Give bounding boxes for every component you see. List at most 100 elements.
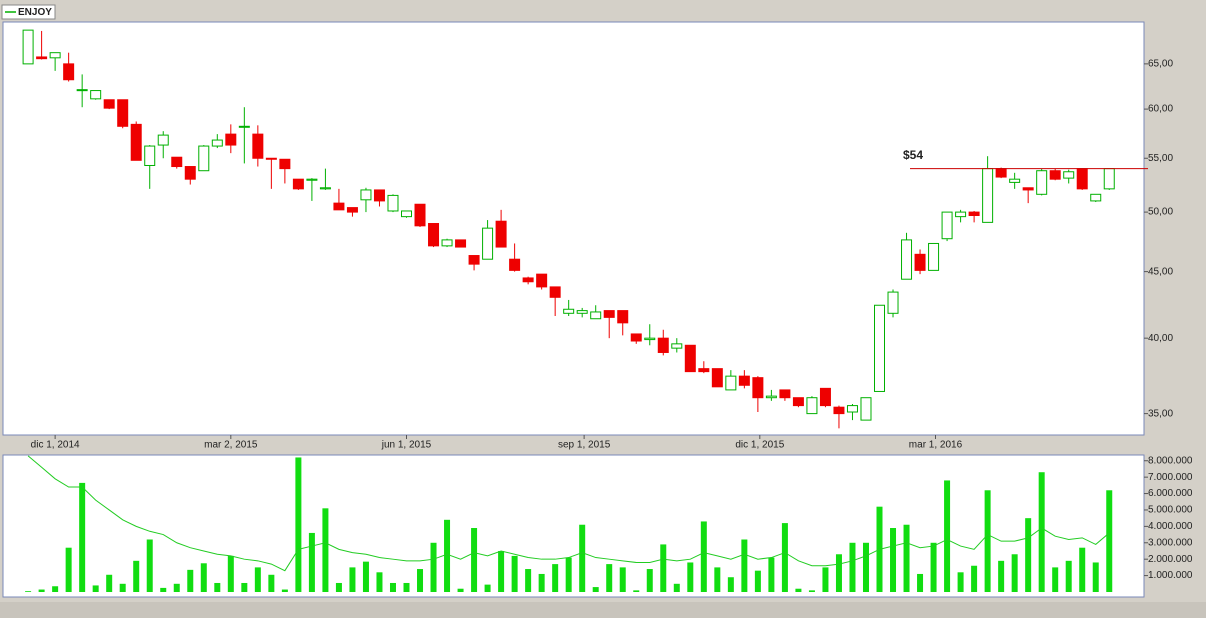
volume-bar	[862, 542, 869, 592]
candle-body	[1103, 168, 1115, 190]
volume-bar	[200, 563, 207, 592]
volume-bar	[673, 583, 680, 592]
volume-bar	[403, 582, 410, 592]
candle-body	[373, 189, 385, 202]
candle-body	[941, 211, 953, 240]
candle-body	[1022, 187, 1034, 191]
candle-body	[901, 239, 913, 280]
candle-body	[76, 89, 88, 92]
candle-body	[482, 227, 494, 260]
candle-body	[752, 377, 764, 399]
y-tick-label: 65,00	[1148, 59, 1173, 70]
legend-box	[1, 4, 56, 20]
volume-bar	[417, 569, 424, 592]
volume-bar	[484, 584, 491, 592]
candle-body	[711, 368, 723, 388]
candle-body	[576, 310, 588, 314]
volume-bar	[79, 482, 86, 592]
candle-body	[887, 291, 899, 314]
volume-bar	[768, 557, 775, 592]
candle-body	[563, 308, 575, 314]
y-tick-label: 45,00	[1148, 266, 1173, 277]
volume-bar	[362, 561, 369, 592]
candle-body	[698, 368, 710, 373]
candle-body	[238, 125, 250, 128]
volume-bar	[295, 457, 302, 592]
candle-body	[955, 211, 967, 218]
candle-body	[536, 273, 548, 288]
volume-bar	[660, 544, 667, 592]
candle-body	[144, 145, 156, 166]
candle-body	[617, 310, 629, 324]
volume-bar	[727, 577, 734, 592]
candle-body	[468, 255, 480, 265]
candle-body	[198, 145, 210, 172]
y-tick-label: 40,00	[1148, 333, 1173, 344]
volume-bar	[700, 521, 707, 592]
candle-body	[401, 210, 413, 218]
candle-body	[914, 253, 926, 271]
volume-bar	[92, 585, 99, 592]
candle-body	[509, 258, 521, 271]
volume-bar	[1011, 554, 1018, 592]
x-tick-label: mar 1, 2016	[909, 440, 963, 451]
volume-bar	[822, 567, 829, 592]
y-tick-label: 6.000.000	[1148, 488, 1193, 499]
volume-bar	[173, 583, 180, 592]
candle-body	[22, 29, 34, 65]
candle-body	[292, 178, 304, 190]
volume-bar	[754, 570, 761, 592]
candle-body	[130, 123, 142, 161]
candle-body	[671, 343, 683, 349]
candle-body	[414, 203, 426, 227]
candle-body	[603, 310, 615, 318]
volume-bar	[525, 569, 532, 592]
volume-bar	[552, 564, 559, 592]
volume-bar	[1025, 518, 1032, 592]
volume-bar	[781, 523, 788, 592]
volume-bar	[146, 539, 153, 592]
candle-body	[860, 397, 872, 421]
candle-body	[428, 223, 440, 247]
candle-body	[874, 304, 886, 392]
volume-bar	[808, 590, 815, 592]
candle-body	[495, 220, 507, 248]
volume-bar	[52, 586, 59, 592]
candle-body	[49, 52, 61, 59]
candle-body	[157, 134, 169, 146]
candle-body	[455, 239, 467, 248]
x-tick-label: sep 1, 2015	[558, 440, 611, 451]
volume-bar	[606, 564, 613, 592]
volume-bar	[1038, 472, 1045, 592]
candle-body	[806, 397, 818, 415]
volume-bar	[944, 480, 951, 592]
volume-bar	[917, 573, 924, 592]
volume-bar	[308, 532, 315, 592]
volume-bar	[538, 573, 545, 592]
candle-body	[279, 158, 291, 170]
volume-bar	[511, 555, 518, 592]
volume-bar	[565, 557, 572, 592]
y-tick-label: 1.000.000	[1148, 570, 1193, 581]
y-tick-label: 60,00	[1148, 104, 1173, 115]
candle-body	[63, 63, 75, 81]
volume-bar	[444, 519, 451, 592]
candle-body	[549, 286, 561, 298]
y-tick-label: 7.000.000	[1148, 472, 1193, 483]
volume-bar	[930, 542, 937, 592]
candle-body	[657, 337, 669, 353]
candle-body	[1036, 170, 1048, 195]
candle-body	[265, 157, 277, 160]
volume-bar	[849, 542, 856, 592]
volume-bar	[38, 589, 45, 592]
volume-bar	[106, 574, 113, 592]
volume-bar	[214, 582, 221, 592]
candle-body	[1063, 171, 1075, 179]
volume-bar	[1092, 562, 1099, 592]
candle-body	[792, 397, 804, 407]
volume-bar	[984, 490, 991, 592]
candle-body	[765, 395, 777, 399]
volume-bar	[119, 583, 126, 592]
volume-bar	[430, 542, 437, 592]
